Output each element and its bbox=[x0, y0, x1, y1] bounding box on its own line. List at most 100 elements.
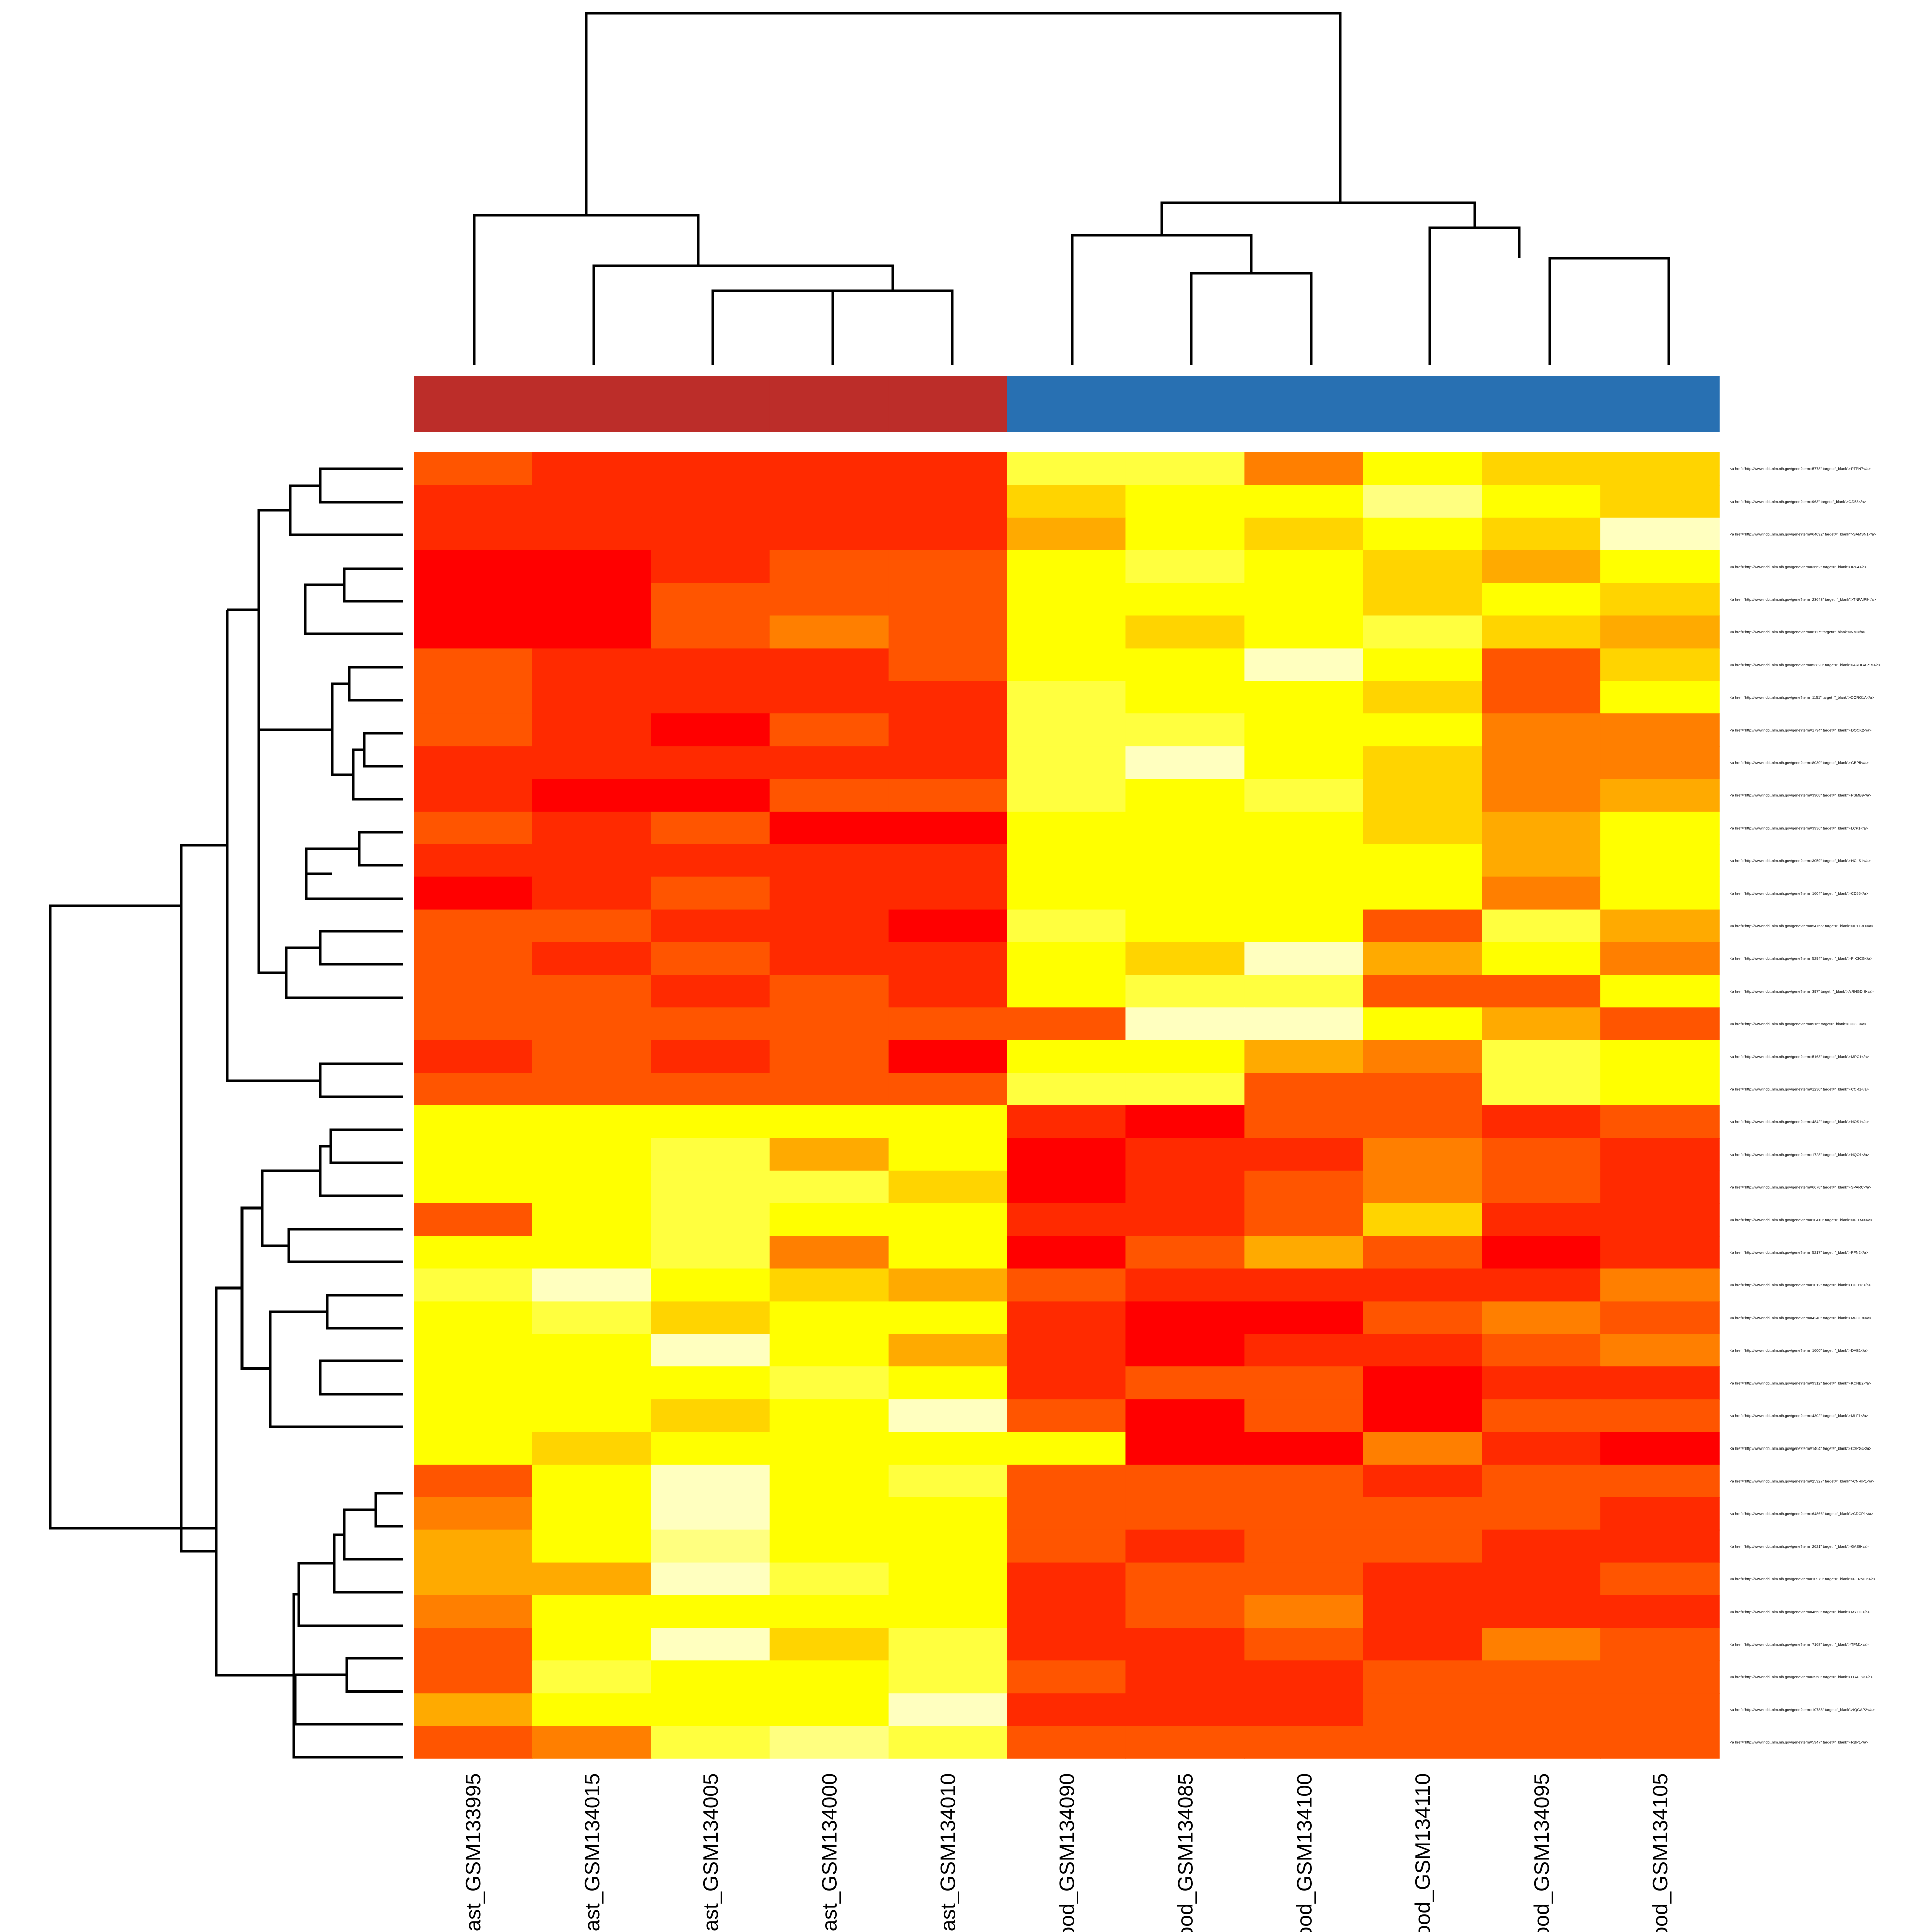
heatmap-cell bbox=[651, 485, 770, 518]
heatmap-cell bbox=[1125, 1497, 1245, 1531]
heatmap-cell bbox=[769, 1301, 889, 1335]
heatmap-cell bbox=[1482, 1497, 1601, 1531]
heatmap-cell bbox=[414, 1334, 533, 1367]
heatmap-cell bbox=[1600, 942, 1720, 976]
heatmap-cell bbox=[1125, 550, 1245, 584]
heatmap-cell bbox=[1363, 1595, 1482, 1629]
column-label: Blood_GSM134095 bbox=[1530, 1773, 1553, 1932]
heatmap-cell bbox=[1244, 1693, 1364, 1726]
heatmap-cell bbox=[1600, 1562, 1720, 1596]
heatmap-cell bbox=[888, 975, 1008, 1008]
heatmap-cell bbox=[1600, 975, 1720, 1008]
heatmap-cell bbox=[1007, 1170, 1126, 1204]
group-bar-cell bbox=[1007, 376, 1126, 432]
heatmap-cell bbox=[1244, 1366, 1364, 1400]
row-label: <a href="http://www.ncbi.nlm.nih.gov/gen… bbox=[1730, 891, 1868, 896]
heatmap-cell bbox=[1363, 942, 1482, 976]
heatmap-cell bbox=[651, 1334, 770, 1367]
heatmap-cell bbox=[532, 1203, 652, 1237]
heatmap-cell bbox=[1600, 1007, 1720, 1040]
heatmap-cell bbox=[1482, 1464, 1601, 1498]
row-label: <a href="http://www.ncbi.nlm.nih.gov/gen… bbox=[1730, 1414, 1868, 1418]
heatmap-cell bbox=[1482, 1301, 1601, 1335]
heatmap-cell bbox=[651, 1497, 770, 1531]
heatmap-cell bbox=[1600, 1203, 1720, 1237]
heatmap-cell bbox=[1007, 485, 1126, 518]
group-bar-cell bbox=[1363, 376, 1482, 432]
heatmap-cell bbox=[1244, 1432, 1364, 1465]
heatmap-cell bbox=[414, 1399, 533, 1432]
heatmap-cell bbox=[1125, 583, 1245, 616]
heatmap-cell bbox=[532, 1334, 652, 1367]
heatmap-cell bbox=[532, 1138, 652, 1171]
heatmap-cell bbox=[1007, 1268, 1126, 1302]
heatmap-cell bbox=[1244, 844, 1364, 877]
row-label: <a href="http://www.ncbi.nlm.nih.gov/gen… bbox=[1730, 1479, 1875, 1483]
heatmap-cell bbox=[888, 1268, 1008, 1302]
heatmap-cell bbox=[1363, 452, 1482, 486]
heatmap-cell bbox=[532, 615, 652, 649]
heatmap-cell bbox=[888, 1693, 1008, 1726]
heatmap-cell bbox=[1600, 811, 1720, 845]
heatmap-cell bbox=[532, 942, 652, 976]
row-label: <a href="http://www.ncbi.nlm.nih.gov/gen… bbox=[1730, 597, 1876, 602]
heatmap-cell bbox=[532, 550, 652, 584]
heatmap-cell bbox=[1125, 1236, 1245, 1269]
heatmap-cell bbox=[532, 648, 652, 682]
column-label: Blood_GSM134085 bbox=[1173, 1773, 1197, 1932]
heatmap-cell bbox=[888, 1334, 1008, 1367]
heatmap-cell bbox=[532, 517, 652, 551]
heatmap-cell bbox=[414, 1726, 533, 1759]
heatmap-cell bbox=[1600, 1170, 1720, 1204]
heatmap-cell bbox=[414, 844, 533, 877]
heatmap-cell bbox=[1244, 648, 1364, 682]
heatmap-cell bbox=[769, 681, 889, 714]
heatmap-cell bbox=[1363, 713, 1482, 747]
heatmap-cell bbox=[888, 1399, 1008, 1432]
heatmap-cell bbox=[1600, 1236, 1720, 1269]
heatmap-cell bbox=[1600, 550, 1720, 584]
heatmap-cell bbox=[414, 811, 533, 845]
heatmap-cell bbox=[888, 942, 1008, 976]
heatmap-cell bbox=[888, 1726, 1008, 1759]
column-label: Breast_GSM134010 bbox=[936, 1773, 960, 1932]
row-label: <a href="http://www.ncbi.nlm.nih.gov/gen… bbox=[1730, 1348, 1869, 1353]
heatmap-cell bbox=[1600, 844, 1720, 877]
heatmap-cell bbox=[414, 1203, 533, 1237]
heatmap-cell bbox=[1482, 1268, 1601, 1302]
heatmap-cell bbox=[651, 942, 770, 976]
row-label: <a href="http://www.ncbi.nlm.nih.gov/gen… bbox=[1730, 695, 1874, 700]
sample-group-bar bbox=[414, 376, 1720, 432]
heatmap-cell bbox=[888, 1464, 1008, 1498]
heatmap-cell bbox=[651, 1040, 770, 1073]
heatmap-cell bbox=[1482, 1138, 1601, 1171]
heatmap-cell bbox=[1482, 811, 1601, 845]
row-label: <a href="http://www.ncbi.nlm.nih.gov/gen… bbox=[1730, 1152, 1869, 1157]
heatmap-cell bbox=[1125, 1301, 1245, 1335]
heatmap-cell bbox=[1363, 1203, 1482, 1237]
heatmap-cell bbox=[769, 1007, 889, 1040]
heatmap-cell bbox=[888, 1432, 1008, 1465]
heatmap-cell bbox=[888, 1007, 1008, 1040]
heatmap-cell bbox=[1007, 844, 1126, 877]
heatmap-cell bbox=[1363, 811, 1482, 845]
heatmap-cell bbox=[769, 975, 889, 1008]
row-label: <a href="http://www.ncbi.nlm.nih.gov/gen… bbox=[1730, 1185, 1872, 1189]
heatmap-cell bbox=[888, 1301, 1008, 1335]
heatmap-cell bbox=[1482, 713, 1601, 747]
heatmap-cell bbox=[1600, 583, 1720, 616]
heatmap-cell bbox=[1007, 811, 1126, 845]
heatmap-cell bbox=[769, 876, 889, 910]
heatmap-cell bbox=[1363, 517, 1482, 551]
heatmap-cell bbox=[532, 1236, 652, 1269]
heatmap-cell bbox=[1125, 1366, 1245, 1400]
row-label: <a href="http://www.ncbi.nlm.nih.gov/gen… bbox=[1730, 1022, 1867, 1026]
heatmap-cell bbox=[1482, 1432, 1601, 1465]
heatmap-cell bbox=[532, 1007, 652, 1040]
heatmap-cell bbox=[1482, 648, 1601, 682]
heatmap-cell bbox=[1007, 909, 1126, 943]
heatmap-cell bbox=[1600, 1628, 1720, 1661]
heatmap-cell bbox=[651, 681, 770, 714]
heatmap-cell bbox=[769, 1497, 889, 1531]
heatmap-cell bbox=[532, 1432, 652, 1465]
